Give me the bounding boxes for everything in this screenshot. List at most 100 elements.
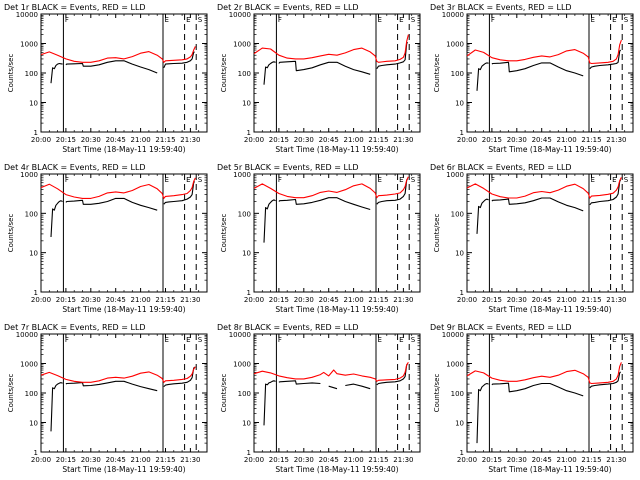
lld-line [40, 177, 196, 199]
x-tick-label: 21:30 [180, 136, 200, 144]
det-9r-chart: Det 9r BLACK = Events, RED = LLD 1 10 100 10… [430, 323, 634, 474]
event-marker-label: E [399, 16, 403, 24]
y-tick-label: 1 [460, 289, 464, 297]
event-marker-label: F [278, 16, 282, 24]
y-tick-label: 1 [247, 449, 251, 457]
det-7r-panel: Det 7r BLACK = Events, RED = LLD 1 10 100 10… [0, 320, 213, 480]
lld-line [253, 34, 409, 63]
x-tick-label: 21:15 [368, 136, 388, 144]
x-tick-label: 20:30 [81, 296, 101, 304]
x-tick-label: 20:00 [31, 136, 51, 144]
x-tick-label: 21:00 [557, 456, 577, 464]
x-tick-label: 20:00 [457, 296, 477, 304]
y-axis-label: Counts/sec [433, 54, 441, 93]
x-tick-label: 21:30 [393, 296, 413, 304]
event-marker-label: S [411, 176, 416, 184]
x-tick-label: 21:00 [344, 296, 364, 304]
x-tick-label: 21:15 [155, 296, 175, 304]
y-tick-label: 100 [451, 70, 464, 78]
y-tick-label: 1000 [233, 171, 251, 179]
panel-title: Det 6r BLACK = Events, RED = LLD [430, 163, 572, 172]
lld-line [466, 177, 622, 199]
plot-frame [466, 13, 634, 133]
event-marker-label: F [278, 336, 282, 344]
y-tick-label: 1 [460, 449, 464, 457]
y-tick-label: 1 [247, 289, 251, 297]
y-axis-label: Counts/sec [220, 374, 228, 413]
event-marker-label: F [65, 336, 69, 344]
x-tick-label: 20:30 [507, 136, 527, 144]
plot-frame [40, 173, 208, 293]
x-tick-label: 20:30 [507, 296, 527, 304]
x-tick-label: 20:45 [106, 296, 126, 304]
event-marker-label: S [624, 16, 629, 24]
event-marker-label: E [186, 176, 190, 184]
panel-title: Det 4r BLACK = Events, RED = LLD [4, 163, 146, 172]
x-axis-label: Start Time (18-May-11 19:59:40) [62, 145, 185, 154]
y-tick-label: 10000 [16, 331, 38, 339]
x-tick-label: 21:00 [344, 136, 364, 144]
panel-title: Det 9r BLACK = Events, RED = LLD [430, 323, 572, 332]
event-marker-label: S [624, 176, 629, 184]
det-6r-panel: Det 6r BLACK = Events, RED = LLD 1 10 100 10… [426, 160, 639, 320]
y-axis-label: Counts/sec [7, 54, 15, 93]
event-marker-label: E [612, 336, 616, 344]
y-tick-label: 10 [455, 100, 464, 108]
plot-frame [253, 333, 421, 453]
y-tick-label: 1000 [20, 41, 38, 49]
y-tick-label: 1 [460, 129, 464, 137]
x-tick-label: 21:15 [155, 456, 175, 464]
y-tick-label: 10 [242, 250, 251, 258]
x-tick-label: 21:30 [180, 296, 200, 304]
x-tick-label: 20:45 [532, 456, 552, 464]
event-marker-label: E [165, 16, 169, 24]
event-marker-label: E [591, 176, 595, 184]
y-tick-label: 10 [29, 250, 38, 258]
y-tick-label: 100 [238, 70, 251, 78]
events-line [476, 49, 622, 91]
panel-title: Det 2r BLACK = Events, RED = LLD [217, 3, 359, 12]
x-tick-label: 20:45 [319, 296, 339, 304]
x-axis-label: Start Time (18-May-11 19:59:40) [488, 145, 611, 154]
event-marker-label: E [612, 16, 616, 24]
x-axis-label: Start Time (18-May-11 19:59:40) [62, 465, 185, 474]
x-tick-label: 21:00 [131, 136, 151, 144]
y-tick-label: 1000 [446, 361, 464, 369]
y-tick-label: 1000 [446, 41, 464, 49]
y-tick-label: 10 [455, 420, 464, 428]
y-tick-label: 100 [25, 70, 38, 78]
x-tick-label: 20:00 [244, 296, 264, 304]
plot-frame [466, 333, 634, 453]
x-tick-label: 21:00 [557, 136, 577, 144]
y-tick-label: 10000 [229, 11, 251, 19]
events-line [50, 51, 195, 84]
event-marker-label: E [186, 336, 190, 344]
events-line [263, 178, 409, 243]
event-marker-label: E [591, 16, 595, 24]
y-tick-label: 10000 [442, 331, 464, 339]
x-axis-label: Start Time (18-May-11 19:59:40) [275, 145, 398, 154]
x-tick-label: 20:15 [56, 296, 76, 304]
y-tick-label: 10 [242, 100, 251, 108]
y-axis-label: Counts/sec [433, 374, 441, 413]
x-tick-label: 21:00 [131, 296, 151, 304]
x-axis-label: Start Time (18-May-11 19:59:40) [275, 465, 398, 474]
event-marker-label: S [411, 336, 416, 344]
event-marker-label: E [591, 336, 595, 344]
lld-line [466, 39, 622, 65]
x-tick-label: 21:15 [581, 456, 601, 464]
det-8r-chart: Det 8r BLACK = Events, RED = LLD 1 10 100 10… [217, 323, 421, 474]
det-1r-chart: Det 1r BLACK = Events, RED = LLD 1 10 100 10… [4, 3, 208, 154]
event-marker-label: S [198, 176, 203, 184]
x-tick-label: 20:30 [294, 136, 314, 144]
x-tick-label: 20:15 [269, 136, 289, 144]
y-tick-label: 10 [242, 420, 251, 428]
plot-frame [40, 13, 208, 133]
det-6r-chart: Det 6r BLACK = Events, RED = LLD 1 10 100 10… [430, 163, 634, 314]
y-axis-label: Counts/sec [220, 54, 228, 93]
x-tick-label: 21:00 [131, 456, 151, 464]
lld-line [40, 46, 196, 63]
det-4r-panel: Det 4r BLACK = Events, RED = LLD 1 10 100 10… [0, 160, 213, 320]
x-tick-label: 21:15 [155, 136, 175, 144]
x-tick-label: 21:30 [393, 136, 413, 144]
